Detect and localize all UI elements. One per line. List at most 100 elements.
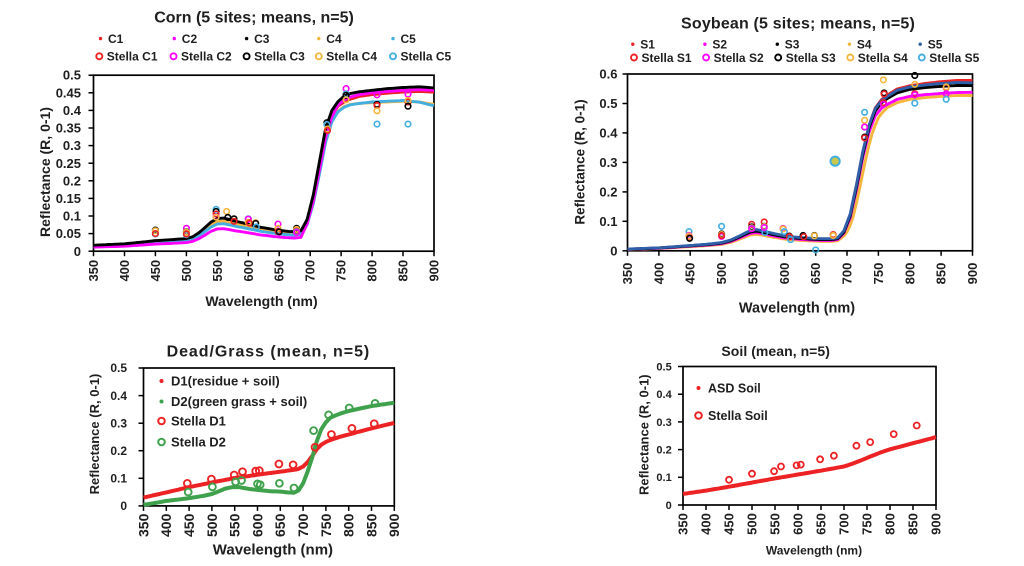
svg-text:0.3: 0.3 bbox=[656, 417, 671, 429]
svg-text:D1(residue + soil): D1(residue + soil) bbox=[171, 373, 280, 388]
svg-text:400: 400 bbox=[651, 263, 666, 285]
svg-text:450: 450 bbox=[181, 513, 197, 537]
svg-text:Stella C3: Stella C3 bbox=[254, 50, 305, 64]
svg-text:Stella S4: Stella S4 bbox=[858, 51, 908, 65]
svg-text:450: 450 bbox=[148, 260, 163, 282]
svg-text:600: 600 bbox=[241, 260, 256, 282]
svg-text:850: 850 bbox=[934, 263, 949, 285]
svg-text:0: 0 bbox=[74, 244, 81, 259]
svg-text:800: 800 bbox=[902, 263, 917, 285]
svg-text:Stella D2: Stella D2 bbox=[171, 434, 226, 449]
svg-text:800: 800 bbox=[883, 513, 898, 535]
svg-text:700: 700 bbox=[295, 513, 311, 537]
svg-text:750: 750 bbox=[334, 260, 349, 282]
svg-text:S5: S5 bbox=[928, 38, 943, 52]
svg-text:650: 650 bbox=[808, 263, 823, 285]
svg-text:500: 500 bbox=[204, 513, 220, 537]
svg-text:750: 750 bbox=[860, 513, 875, 535]
svg-text:550: 550 bbox=[210, 260, 225, 282]
svg-text:0.3: 0.3 bbox=[599, 155, 617, 170]
svg-text:Corn (5 sites; means, n=5): Corn (5 sites; means, n=5) bbox=[154, 10, 354, 27]
svg-text:0.1: 0.1 bbox=[599, 214, 617, 229]
svg-text:0: 0 bbox=[610, 243, 617, 258]
svg-text:350: 350 bbox=[676, 513, 691, 535]
svg-text:600: 600 bbox=[791, 513, 806, 535]
svg-text:0.35: 0.35 bbox=[56, 121, 81, 136]
svg-text:Stella C5: Stella C5 bbox=[401, 50, 452, 64]
svg-text:0.1: 0.1 bbox=[63, 209, 81, 224]
svg-text:Stella S5: Stella S5 bbox=[929, 51, 979, 65]
svg-text:450: 450 bbox=[683, 263, 698, 285]
svg-text:0.5: 0.5 bbox=[63, 68, 81, 83]
svg-text:700: 700 bbox=[303, 260, 318, 282]
svg-text:S1: S1 bbox=[640, 38, 655, 52]
svg-text:0.1: 0.1 bbox=[656, 472, 671, 484]
svg-text:Stella S3: Stella S3 bbox=[786, 51, 836, 65]
svg-text:Reflectance (R, 0-1): Reflectance (R, 0-1) bbox=[637, 374, 652, 495]
svg-text:S3: S3 bbox=[785, 38, 800, 52]
svg-text:D2(green grass + soil): D2(green grass + soil) bbox=[171, 394, 307, 409]
svg-text:800: 800 bbox=[341, 513, 357, 537]
svg-text:750: 750 bbox=[318, 513, 334, 537]
svg-text:Stella C4: Stella C4 bbox=[326, 50, 377, 64]
svg-text:0.25: 0.25 bbox=[56, 156, 81, 171]
svg-text:350: 350 bbox=[135, 513, 151, 537]
svg-text:0: 0 bbox=[666, 500, 672, 512]
svg-text:900: 900 bbox=[965, 263, 980, 285]
svg-text:Wavelength (nm): Wavelength (nm) bbox=[205, 293, 317, 309]
svg-text:600: 600 bbox=[777, 263, 792, 285]
svg-text:0.2: 0.2 bbox=[110, 444, 127, 458]
svg-text:Wavelength (nm): Wavelength (nm) bbox=[766, 544, 862, 558]
svg-text:0.6: 0.6 bbox=[599, 67, 617, 82]
svg-text:Dead/Grass (mean, n=5): Dead/Grass (mean, n=5) bbox=[167, 344, 371, 361]
svg-text:C2: C2 bbox=[182, 32, 198, 46]
svg-text:850: 850 bbox=[906, 513, 921, 535]
svg-text:Stella Soil: Stella Soil bbox=[708, 409, 768, 423]
svg-text:650: 650 bbox=[272, 260, 287, 282]
svg-text:Reflectance (R, 0-1): Reflectance (R, 0-1) bbox=[37, 107, 53, 237]
svg-text:0.4: 0.4 bbox=[599, 126, 618, 141]
svg-text:900: 900 bbox=[427, 260, 442, 282]
svg-text:Stella C1: Stella C1 bbox=[107, 50, 158, 64]
svg-text:850: 850 bbox=[396, 260, 411, 282]
svg-text:0.4: 0.4 bbox=[656, 389, 672, 401]
svg-text:Soil (mean, n=5): Soil (mean, n=5) bbox=[721, 343, 830, 359]
svg-text:0.5: 0.5 bbox=[656, 361, 671, 373]
svg-text:400: 400 bbox=[699, 513, 714, 535]
svg-text:Wavelength (nm): Wavelength (nm) bbox=[739, 301, 855, 317]
svg-text:S4: S4 bbox=[857, 38, 872, 52]
svg-text:ASD Soil: ASD Soil bbox=[708, 381, 761, 395]
svg-text:0.05: 0.05 bbox=[56, 226, 81, 241]
svg-text:C5: C5 bbox=[401, 32, 417, 46]
svg-text:0.3: 0.3 bbox=[63, 138, 81, 153]
svg-text:550: 550 bbox=[746, 263, 761, 285]
svg-text:400: 400 bbox=[117, 260, 132, 282]
svg-text:Wavelength (nm): Wavelength (nm) bbox=[213, 542, 333, 559]
svg-text:350: 350 bbox=[86, 260, 101, 282]
svg-text:Reflectance (R, 0-1): Reflectance (R, 0-1) bbox=[87, 374, 102, 495]
svg-text:700: 700 bbox=[837, 513, 852, 535]
svg-text:550: 550 bbox=[768, 513, 783, 535]
svg-text:900: 900 bbox=[929, 513, 944, 535]
svg-text:Stella S1: Stella S1 bbox=[642, 51, 692, 65]
svg-text:500: 500 bbox=[745, 513, 760, 535]
svg-text:0.5: 0.5 bbox=[599, 96, 617, 111]
svg-text:C3: C3 bbox=[254, 32, 270, 46]
svg-text:Stella C2: Stella C2 bbox=[181, 50, 232, 64]
svg-text:C1: C1 bbox=[108, 32, 124, 46]
svg-text:Reflectance (R, 0-1): Reflectance (R, 0-1) bbox=[573, 99, 588, 224]
svg-text:0.2: 0.2 bbox=[63, 173, 81, 188]
svg-text:700: 700 bbox=[840, 263, 855, 285]
svg-text:0.1: 0.1 bbox=[110, 472, 127, 486]
svg-text:850: 850 bbox=[363, 513, 379, 537]
svg-text:450: 450 bbox=[722, 513, 737, 535]
svg-text:C4: C4 bbox=[326, 32, 342, 46]
svg-text:750: 750 bbox=[871, 263, 886, 285]
svg-text:600: 600 bbox=[249, 513, 265, 537]
svg-text:0: 0 bbox=[120, 499, 127, 513]
svg-text:550: 550 bbox=[227, 513, 243, 537]
svg-text:650: 650 bbox=[272, 513, 288, 537]
svg-text:0.4: 0.4 bbox=[110, 389, 127, 403]
svg-text:900: 900 bbox=[386, 513, 402, 537]
svg-text:0.4: 0.4 bbox=[63, 103, 82, 118]
